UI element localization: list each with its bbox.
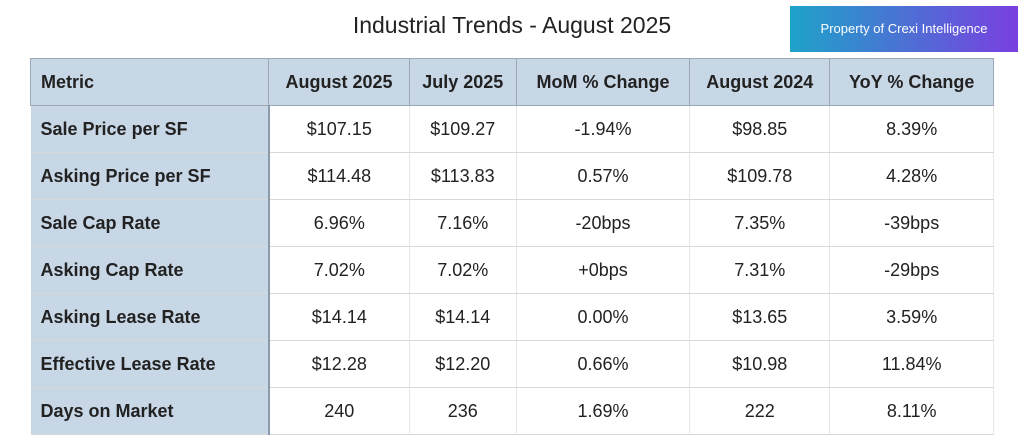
cell: $14.14 [409,293,517,341]
table-row: Sale Price per SF $107.15 $109.27 -1.94% $98… [30,105,994,153]
cell: 7.31% [689,246,831,294]
cell: $12.20 [409,340,517,388]
table-row: Asking Cap Rate 7.02% 7.02% +0bps 7.31% -29bp… [30,246,994,294]
column-header: August 2024 [689,58,831,106]
row-label: Days on Market [30,387,270,435]
title: Industrial Trends - August 2025 [352,12,672,38]
row-label: Asking Cap Rate [30,246,270,294]
cell: -20bps [516,199,691,247]
cell: $114.48 [268,152,410,200]
cell: 222 [689,387,831,435]
cell: 0.66% [516,340,691,388]
cell: 6.96% [268,199,410,247]
row-label: Asking Lease Rate [30,293,270,341]
cell: $13.65 [689,293,831,341]
cell: +0bps [516,246,691,294]
cell: 3.59% [829,293,994,341]
cell: $109.78 [689,152,831,200]
table-row: Effective Lease Rate $12.28 $12.20 0.66% $10… [30,340,994,388]
table-row: Asking Price per SF $114.48 $113.83 0.57% $1… [30,152,994,200]
cell: $10.98 [689,340,831,388]
row-label: Asking Price per SF [30,152,270,200]
column-header: August 2025 [268,58,410,106]
cell: $14.14 [268,293,410,341]
cell: $107.15 [268,105,410,153]
cell: -39bps [829,199,994,247]
header-row: Metric August 2025 July 2025 MoM % Change Au… [29,58,994,106]
cell: 236 [409,387,517,435]
row-label: Sale Price per SF [30,105,270,153]
cell: 8.39% [829,105,994,153]
column-header: Metric [29,58,270,106]
cell: $98.85 [689,105,831,153]
row-label: Sale Cap Rate [30,199,270,247]
cell: 4.28% [829,152,994,200]
table-body: Sale Price per SF $107.15 $109.27 -1.94% $98… [30,105,994,435]
cell: 0.00% [516,293,691,341]
cell: -29bps [829,246,994,294]
cell: $113.83 [409,152,517,200]
table-row: Asking Lease Rate $14.14 $14.14 0.00% $13.65… [30,293,994,341]
column-header: MoM % Change [515,58,691,106]
cell: 0.57% [516,152,691,200]
cell: 7.02% [409,246,517,294]
cell: 7.02% [268,246,410,294]
cell: 1.69% [516,387,691,435]
column-header: YoY % Change [829,58,994,106]
cell: $12.28 [268,340,410,388]
cell: 7.16% [409,199,517,247]
cell: 240 [268,387,410,435]
table: Metric August 2025 July 2025 MoM % Change Au… [29,58,994,435]
cell: 8.11% [829,387,994,435]
table-row: Days on Market 240 236 1.69% 222 8.11% [30,387,994,435]
cell: 11.84% [829,340,994,388]
cell: -1.94% [516,105,691,153]
row-label: Effective Lease Rate [30,340,270,388]
cell: 7.35% [689,199,831,247]
cell: $109.27 [409,105,517,153]
badge: Property of Crexi Intelligence [790,6,1018,52]
table-row: Sale Cap Rate 6.96% 7.16% -20bps 7.35% -39bps [30,199,994,247]
column-header: July 2025 [408,58,517,106]
